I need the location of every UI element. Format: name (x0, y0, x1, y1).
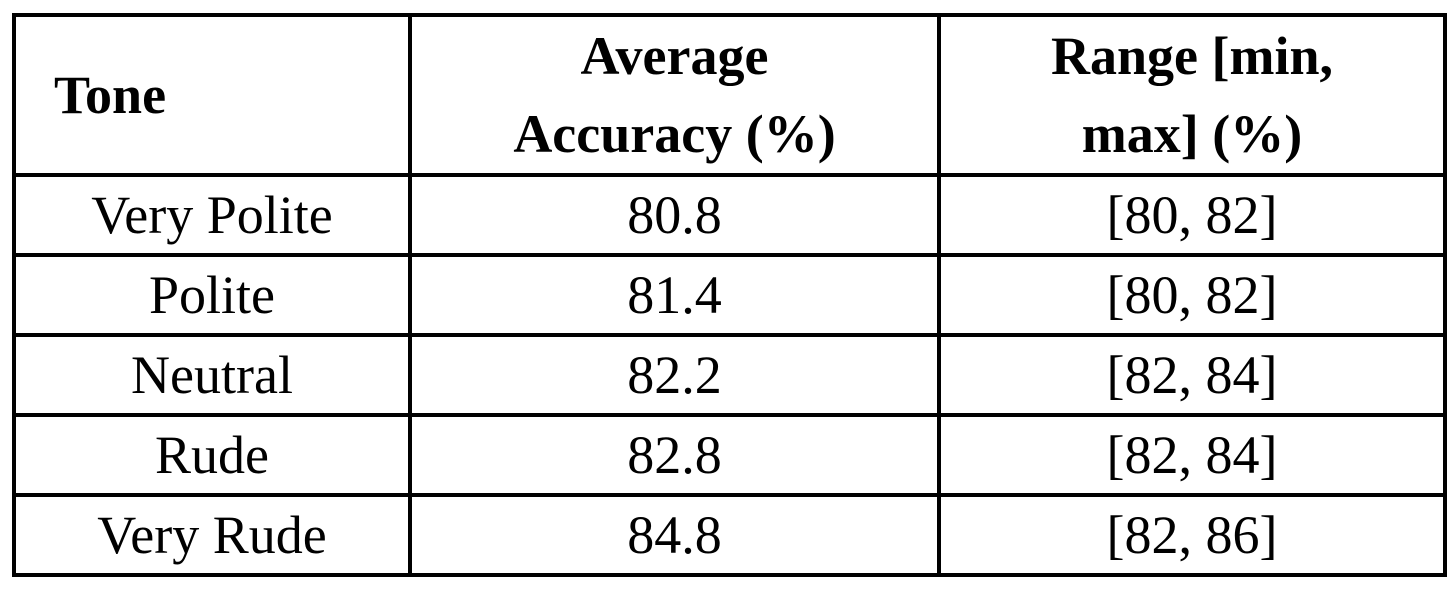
table-cell: [80, 82] (937, 173, 1447, 257)
table-cell: Polite (12, 253, 412, 337)
header-cell: Average Accuracy (%) (408, 13, 941, 177)
table-cell: [82, 86] (937, 493, 1447, 577)
table-cell: Rude (12, 413, 412, 497)
table-cell: [82, 84] (937, 333, 1447, 417)
header-cell: Range [min, max] (%) (937, 13, 1447, 177)
header-text: Range [min, max] (%) (1051, 26, 1333, 164)
table-cell: 80.8 (408, 173, 941, 257)
table-cell: Very Polite (12, 173, 412, 257)
table-cell: 82.8 (408, 413, 941, 497)
table-cell: Very Rude (12, 493, 412, 577)
table-row: Neutral 82.2 [82, 84] (12, 333, 1447, 417)
table-cell: 84.8 (408, 493, 941, 577)
table-cell: Neutral (12, 333, 412, 417)
table-cell: [82, 84] (937, 413, 1447, 497)
table-cell: [80, 82] (937, 253, 1447, 337)
header-row: Tone Average Accuracy (%) Range [min, max]… (12, 13, 1447, 177)
table-cell: 82.2 (408, 333, 941, 417)
table-row: Very Polite 80.8 [80, 82] (12, 173, 1447, 257)
results-table: Tone Average Accuracy (%) Range [min, max]… (12, 13, 1447, 577)
header-cell: Tone (12, 13, 412, 177)
table-row: Very Rude 84.8 [82, 86] (12, 493, 1447, 577)
header-text: Average Accuracy (%) (513, 26, 836, 164)
table-body: Very Polite 80.8 [80, 82] Polite 81.4 [80, 82… (12, 173, 1447, 577)
table-row: Polite 81.4 [80, 82] (12, 253, 1447, 337)
table-row: Rude 82.8 [82, 84] (12, 413, 1447, 497)
table-cell: 81.4 (408, 253, 941, 337)
